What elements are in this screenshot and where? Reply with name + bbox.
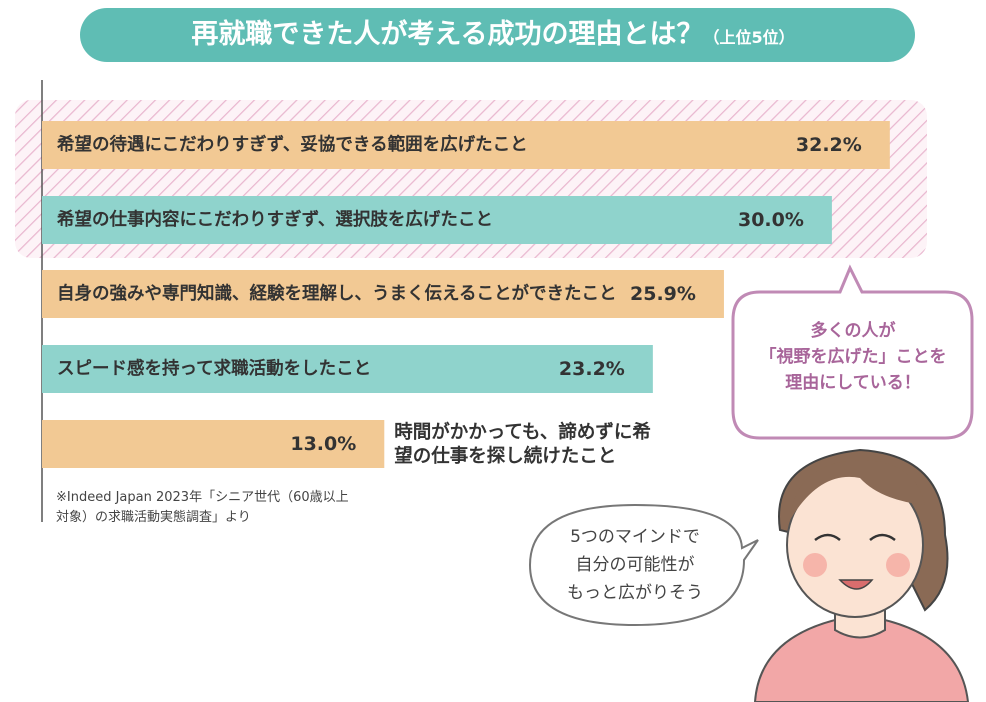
bar-label: 自身の強みや専門知識、経験を理解し、うまく伝えることができたこと — [57, 284, 617, 304]
bar-label: 時間がかかっても、諦めずに希望の仕事を探し続けたこと — [394, 422, 651, 467]
source-note: ※Indeed Japan 2023年「シニア世代（60歳以上対象）の求職活動実… — [56, 490, 349, 525]
callout-bubble — [731, 264, 974, 440]
bar — [42, 196, 832, 244]
value-label: 23.2% — [558, 358, 625, 380]
callout-line: 自分の可能性が — [575, 555, 695, 575]
chart-title: 再就職できた人が考える成功の理由とは？ — [191, 19, 704, 50]
bar — [42, 420, 385, 468]
value-label: 13.0% — [290, 433, 357, 455]
bar-label: 希望の待遇にこだわりすぎず、妥協できる範囲を広げたこと — [57, 135, 528, 155]
speech-bubble — [528, 503, 759, 627]
title-row: 再就職できた人が考える成功の理由とは？（上位5位） — [0, 8, 986, 65]
title-pill — [80, 8, 915, 62]
chart-subtitle: （上位5位） — [703, 28, 795, 47]
bar — [42, 121, 890, 169]
person-illustration — [753, 448, 970, 702]
value-label: 25.9% — [630, 283, 696, 305]
value-label: 30.0% — [737, 209, 804, 231]
callout-text: 多くの人が「視野を広げた」ことを 理由にしている！ — [733, 318, 973, 396]
bar-label: 希望の仕事内容にこだわりすぎず、選択肢を広げたこと — [57, 210, 493, 230]
value-label: 32.2% — [795, 134, 862, 156]
bar — [42, 345, 653, 393]
bar — [42, 270, 724, 318]
callout-line: もっと広がりそう — [567, 583, 703, 603]
callout-line: 多くの人が — [810, 321, 896, 341]
bar-label: スピード感を持って求職活動をしたこと — [57, 359, 372, 379]
callout-line: 5つのマインドで — [570, 527, 700, 547]
speech-text: 5つのマインドで 自分の可能性が もっと広がりそう — [530, 523, 740, 607]
callout-line: 「視野を広げた」ことを — [759, 347, 947, 367]
callout-line: 理由にしている！ — [785, 373, 921, 393]
